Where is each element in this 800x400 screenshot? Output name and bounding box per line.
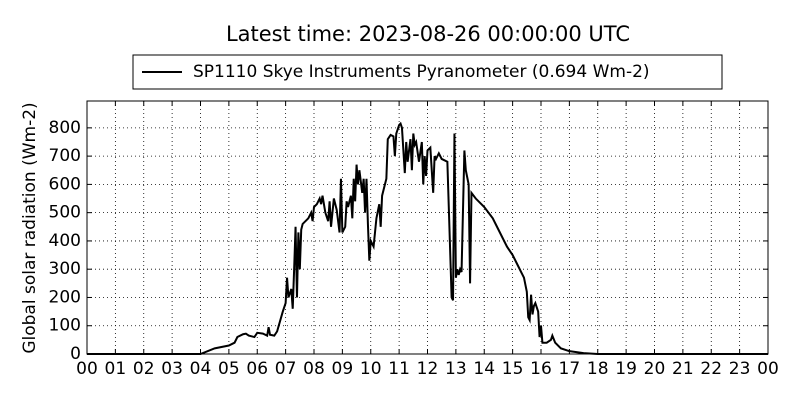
- x-tick-label: 23: [729, 359, 751, 379]
- x-tick-label: 11: [388, 359, 410, 379]
- x-tick-label: 09: [332, 359, 354, 379]
- plot-frame: [86, 100, 769, 355]
- y-tick-label: 100: [49, 316, 81, 336]
- x-tick-label: 06: [246, 359, 268, 379]
- x-tick-label: 18: [587, 359, 609, 379]
- x-tick-label: 14: [473, 359, 495, 379]
- y-tick-label: 600: [49, 174, 81, 194]
- x-tick-label: 21: [672, 359, 694, 379]
- y-axis-label: Global solar radiation (Wm-2): [20, 102, 40, 353]
- x-tick-label: 03: [161, 359, 183, 379]
- x-tick-label: 12: [417, 359, 439, 379]
- x-tick-label: 07: [275, 359, 297, 379]
- data-line: [87, 121, 768, 355]
- x-tick-label: 15: [502, 359, 524, 379]
- legend-box: [132, 54, 723, 90]
- x-tick-label: 17: [559, 359, 581, 379]
- x-tick-label: 02: [133, 359, 155, 379]
- x-tick-label: 20: [644, 359, 666, 379]
- x-tick-label: 00: [757, 359, 779, 379]
- x-tick-label: 00: [76, 359, 98, 379]
- y-tick-label: 400: [49, 231, 81, 251]
- y-tick-label: 800: [49, 118, 81, 138]
- x-tick-label: 04: [190, 359, 212, 379]
- x-tick-label: 16: [530, 359, 552, 379]
- y-tick-label: 500: [49, 203, 81, 223]
- x-tick-label: 19: [615, 359, 637, 379]
- x-tick-label: 08: [303, 359, 325, 379]
- y-tick-label: 0: [70, 344, 81, 364]
- x-tick-label: 10: [360, 359, 382, 379]
- y-tick-label: 300: [49, 259, 81, 279]
- x-tick-label: 01: [105, 359, 127, 379]
- x-tick-label: 05: [218, 359, 240, 379]
- x-tick-label: 13: [445, 359, 467, 379]
- legend-label: SP1110 Skye Instruments Pyranometer (0.6…: [193, 62, 650, 82]
- y-tick-label: 200: [49, 287, 81, 307]
- x-tick-label: 22: [700, 359, 722, 379]
- y-tick-label: 700: [49, 146, 81, 166]
- chart-title: Latest time: 2023-08-26 00:00:00 UTC: [226, 22, 630, 46]
